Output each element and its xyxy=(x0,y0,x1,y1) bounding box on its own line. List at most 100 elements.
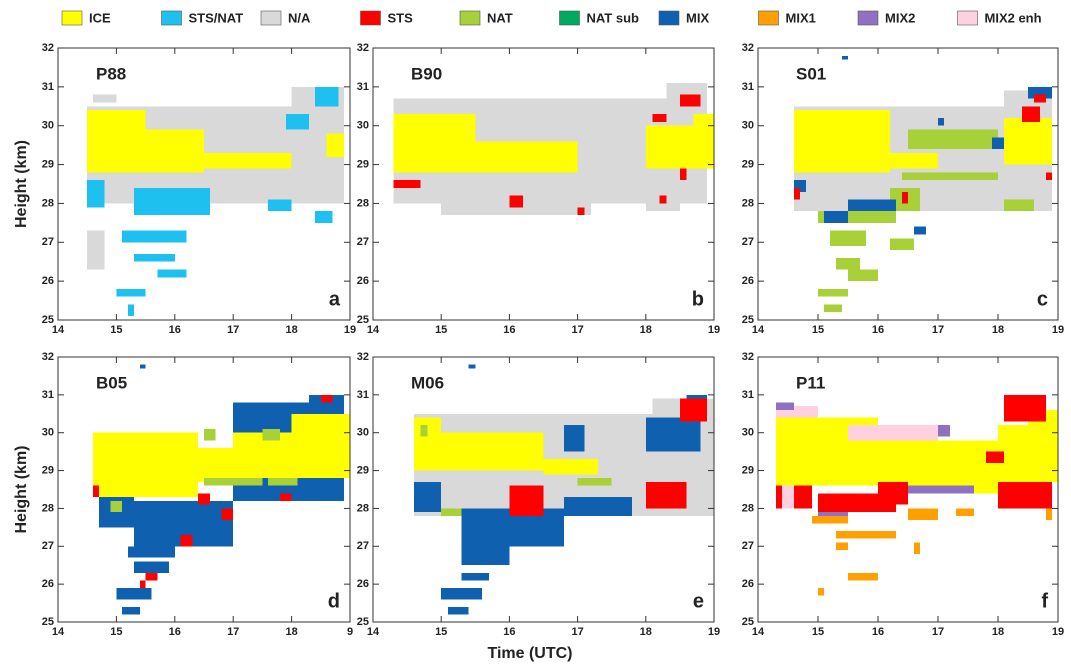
class-cell xyxy=(291,413,350,479)
class-cell xyxy=(268,199,292,212)
y-tick-label: 32 xyxy=(42,351,54,363)
class-cell xyxy=(1004,394,1046,422)
y-axis-label: Height (km) xyxy=(13,140,30,228)
class-cell xyxy=(133,561,169,573)
x-tick-label: 15 xyxy=(812,626,824,638)
legend-label: MIX2 xyxy=(885,10,915,25)
class-cell xyxy=(1028,86,1052,99)
panel-letter: d xyxy=(328,590,340,612)
class-cell xyxy=(998,481,1052,509)
y-tick-label: 28 xyxy=(42,197,54,209)
panel-title: B90 xyxy=(411,64,442,83)
panel: 14 15 16 17 18 19 25 26 27 28 29 30 31 32 B90 b xyxy=(357,42,720,336)
class-cell xyxy=(420,425,428,437)
class-cell xyxy=(818,493,896,513)
class-cell xyxy=(956,172,998,181)
y-tick-label: 29 xyxy=(742,464,754,476)
panel: 14 15 16 17 18 19 25 26 27 28 29 30 31 32 P11 f xyxy=(742,351,1064,638)
class-cell xyxy=(812,516,848,524)
class-cell xyxy=(116,587,152,600)
y-tick-label: 31 xyxy=(42,81,54,93)
class-cell xyxy=(956,508,974,516)
y-tick-label: 32 xyxy=(357,351,369,363)
class-cell xyxy=(645,417,701,452)
y-tick-label: 31 xyxy=(742,81,754,93)
legend-swatch xyxy=(360,10,381,26)
legend-label: N/A xyxy=(288,10,311,25)
legend-label: MIX2 enh xyxy=(985,10,1042,25)
class-cell xyxy=(794,187,800,200)
panel-letter: a xyxy=(329,288,341,310)
class-cell xyxy=(145,129,204,142)
class-cell xyxy=(1004,199,1034,212)
class-cell xyxy=(139,580,146,588)
y-tick-label: 25 xyxy=(742,314,754,326)
panel-title: M06 xyxy=(411,373,444,392)
y-axis-label: Height (km) xyxy=(13,446,30,534)
class-cell xyxy=(830,230,866,247)
class-cell xyxy=(782,485,794,509)
panel-letter: f xyxy=(1041,590,1048,612)
x-tick-label: 14 xyxy=(752,626,765,638)
x-tick-label: 14 xyxy=(367,324,380,336)
class-cell xyxy=(1022,106,1040,122)
panel: 14 15 16 17 18 19 25 26 27 28 29 30 31 32 S01 c xyxy=(742,42,1064,336)
x-tick-label: 19 xyxy=(708,324,720,336)
legend-label: NAT xyxy=(487,10,513,25)
class-cell xyxy=(998,425,1058,482)
plot-frame xyxy=(757,356,1059,623)
legend-swatch xyxy=(161,10,182,26)
x-tick-label: 16 xyxy=(872,626,884,638)
x-tick-label: 15 xyxy=(110,626,122,638)
x-tick-label: 17 xyxy=(227,324,239,336)
class-cell xyxy=(198,493,210,505)
y-tick-label: 31 xyxy=(357,81,369,93)
x-tick-label: 19 xyxy=(344,324,356,336)
y-tick-label: 26 xyxy=(42,275,54,287)
y-tick-label: 29 xyxy=(42,158,54,170)
class-cell xyxy=(268,478,298,486)
x-tick-label: 17 xyxy=(932,324,944,336)
legend-swatch xyxy=(61,10,83,26)
class-cell xyxy=(848,572,878,581)
class-cell xyxy=(818,211,896,223)
class-cell xyxy=(902,172,956,181)
class-cell xyxy=(413,481,442,513)
class-cell xyxy=(563,497,633,516)
x-tick-label: 15 xyxy=(435,626,447,638)
y-tick-label: 32 xyxy=(742,42,754,54)
y-tick-label: 28 xyxy=(357,502,369,514)
class-cell xyxy=(848,425,938,441)
x-tick-label: 19 xyxy=(1052,626,1064,638)
class-cell xyxy=(133,253,175,262)
legend-swatch xyxy=(559,10,580,26)
class-cell xyxy=(509,195,524,208)
panel-title: P88 xyxy=(96,64,126,83)
y-tick-label: 26 xyxy=(42,578,54,590)
x-tick-label: 17 xyxy=(571,626,583,638)
class-cell xyxy=(824,211,848,223)
class-cell xyxy=(679,398,708,422)
class-cell xyxy=(204,478,263,486)
y-tick-label: 27 xyxy=(357,236,369,248)
class-cell xyxy=(87,230,105,270)
class-cell xyxy=(393,114,476,142)
class-cell xyxy=(890,152,938,169)
class-cell xyxy=(448,606,469,615)
y-tick-label: 29 xyxy=(742,158,754,170)
class-cell xyxy=(543,459,599,475)
y-tick-label: 26 xyxy=(742,275,754,287)
y-tick-label: 25 xyxy=(357,314,369,326)
class-cell xyxy=(645,125,714,169)
class-cell xyxy=(93,485,99,498)
class-cell xyxy=(938,117,944,126)
y-tick-label: 28 xyxy=(742,502,754,514)
y-tick-label: 29 xyxy=(357,158,369,170)
y-tick-label: 30 xyxy=(742,120,754,132)
class-cell xyxy=(693,114,714,126)
x-tick-label: 19 xyxy=(708,626,720,638)
class-cell xyxy=(818,587,824,596)
y-tick-label: 31 xyxy=(742,389,754,401)
class-cell xyxy=(133,187,210,216)
class-cell xyxy=(393,180,421,188)
